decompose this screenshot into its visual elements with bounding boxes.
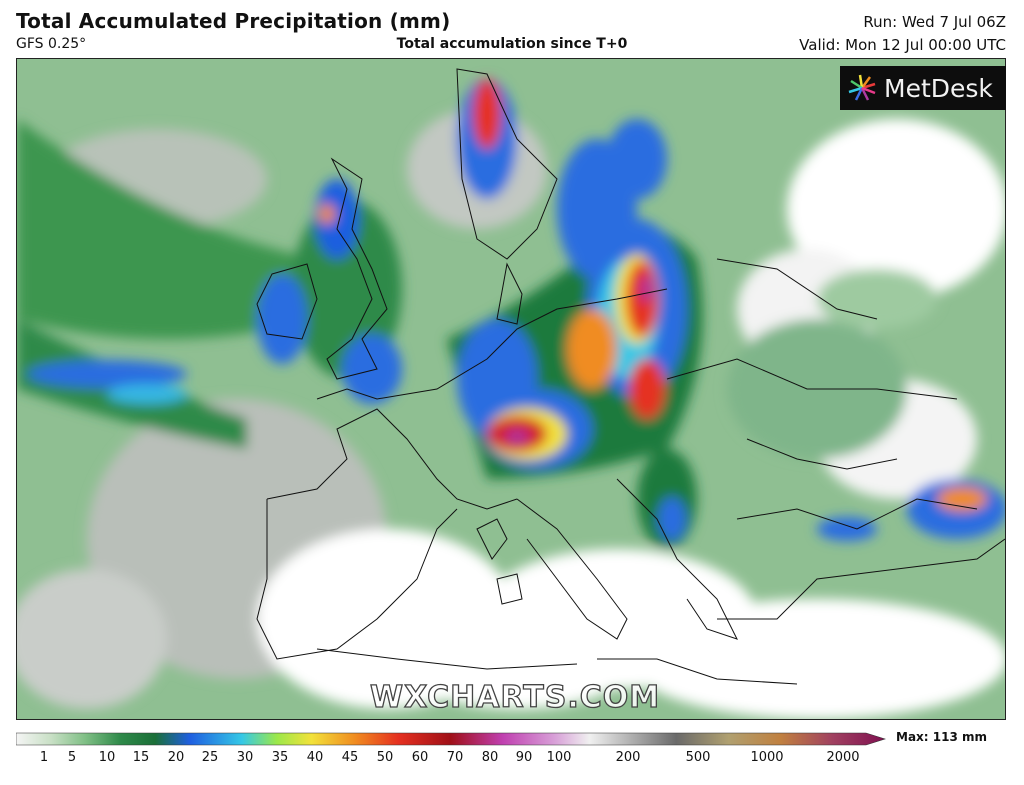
scale-tick: 35 bbox=[271, 750, 289, 765]
starburst-logo-icon bbox=[848, 74, 876, 101]
model-label: GFS 0.25° bbox=[16, 36, 87, 52]
run-time: Run: Wed 7 Jul 06Z bbox=[863, 13, 1006, 31]
chart-title: Total Accumulated Precipitation (mm) bbox=[16, 9, 451, 33]
scale-tick: 25 bbox=[201, 750, 219, 765]
scale-tick: 60 bbox=[411, 750, 429, 765]
scale-tick: 100 bbox=[546, 750, 572, 765]
scale-tick: 15 bbox=[132, 750, 150, 765]
scale-tick: 1 bbox=[39, 750, 49, 765]
scale-tick: 20 bbox=[167, 750, 185, 765]
chart-subtitle: Total accumulation since T+0 bbox=[396, 36, 628, 52]
scale-tick: 500 bbox=[685, 750, 711, 765]
scale-tick: 90 bbox=[515, 750, 533, 765]
watermark: WXCHARTS.COM bbox=[369, 679, 661, 715]
metdesk-logo: MetDesk bbox=[840, 66, 1006, 110]
scale-tick: 5 bbox=[67, 750, 77, 765]
scale-ticks: 1 5 10 15 20 25 30 35 40 45 50 60 70 80 … bbox=[0, 750, 1024, 770]
scale-tick: 30 bbox=[236, 750, 254, 765]
precipitation-field bbox=[17, 79, 1005, 719]
scale-tick: 45 bbox=[341, 750, 359, 765]
map-canvas bbox=[17, 59, 1005, 719]
scale-tick: 70 bbox=[446, 750, 464, 765]
scale-tick: 40 bbox=[306, 750, 324, 765]
scale-tick: 1000 bbox=[750, 750, 784, 765]
valid-time: Valid: Mon 12 Jul 00:00 UTC bbox=[799, 36, 1006, 54]
scale-tick: 200 bbox=[615, 750, 641, 765]
scale-tick: 10 bbox=[98, 750, 116, 765]
scale-tick: 80 bbox=[481, 750, 499, 765]
coastlines bbox=[256, 68, 1005, 685]
scale-tick: 50 bbox=[376, 750, 394, 765]
color-scale-bar bbox=[16, 732, 886, 746]
scale-tick: 2000 bbox=[826, 750, 860, 765]
max-value-label: Max: 113 mm bbox=[896, 730, 987, 744]
precipitation-map[interactable] bbox=[16, 58, 1006, 720]
logo-text: MetDesk bbox=[884, 73, 993, 103]
